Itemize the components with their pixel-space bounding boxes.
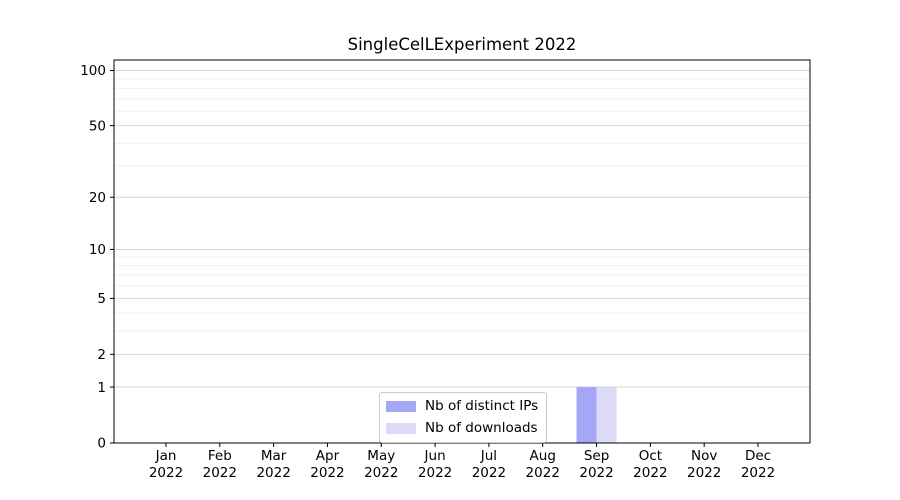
plot-border (113, 59, 811, 444)
x-tick-label-year: 2022 (310, 465, 344, 481)
x-tick-label-month: Jan (155, 448, 177, 464)
legend-swatch-distinct-ips (386, 401, 416, 412)
legend: Nb of distinct IPs Nb of downloads (379, 392, 547, 443)
bar-downloads (596, 387, 617, 443)
legend-item-downloads: Nb of downloads (386, 421, 538, 436)
y-tick-label: 20 (89, 190, 106, 206)
x-tick-label-month: Aug (530, 448, 556, 464)
x-tick-label-month: Jun (424, 448, 446, 464)
x-tick-label-month: Jul (480, 448, 497, 464)
legend-label-distinct-ips: Nb of distinct IPs (425, 398, 539, 414)
x-tick-label-month: Feb (208, 448, 232, 464)
x-tick-label-month: Mar (261, 448, 287, 464)
x-tick-label-year: 2022 (418, 465, 452, 481)
x-tick-label-month: Apr (316, 448, 340, 464)
y-tick-label: 5 (97, 291, 106, 307)
y-tick-label: 50 (89, 118, 106, 134)
y-tick-label: 1 (97, 380, 106, 396)
x-tick-label-year: 2022 (687, 465, 721, 481)
bar-distinct-ips (576, 387, 597, 443)
x-tick-label-month: Nov (691, 448, 717, 464)
x-tick-label-year: 2022 (579, 465, 613, 481)
x-tick-label-month: Sep (584, 448, 609, 464)
chart-title: SingleCelLExperiment 2022 (347, 35, 577, 54)
y-tick-label: 0 (97, 436, 106, 452)
x-tick-label-year: 2022 (526, 465, 560, 481)
y-tick-label: 10 (89, 242, 106, 258)
y-tick-label: 100 (80, 63, 106, 79)
x-tick-label-year: 2022 (741, 465, 775, 481)
x-tick-label-year: 2022 (149, 465, 183, 481)
x-tick-label-year: 2022 (256, 465, 290, 481)
x-tick-label-year: 2022 (364, 465, 398, 481)
x-tick-label-year: 2022 (203, 465, 237, 481)
legend-item-distinct-ips: Nb of distinct IPs (386, 399, 538, 414)
plot-background (114, 60, 810, 443)
x-tick-label-month: Oct (639, 448, 662, 464)
x-tick-label-month: Dec (745, 448, 771, 464)
legend-swatch-downloads (386, 423, 416, 434)
y-tick-label: 2 (97, 347, 106, 363)
x-tick-label-year: 2022 (633, 465, 667, 481)
legend-label-downloads: Nb of downloads (425, 420, 538, 436)
x-tick-label-year: 2022 (472, 465, 506, 481)
x-tick-label-month: May (367, 448, 395, 464)
